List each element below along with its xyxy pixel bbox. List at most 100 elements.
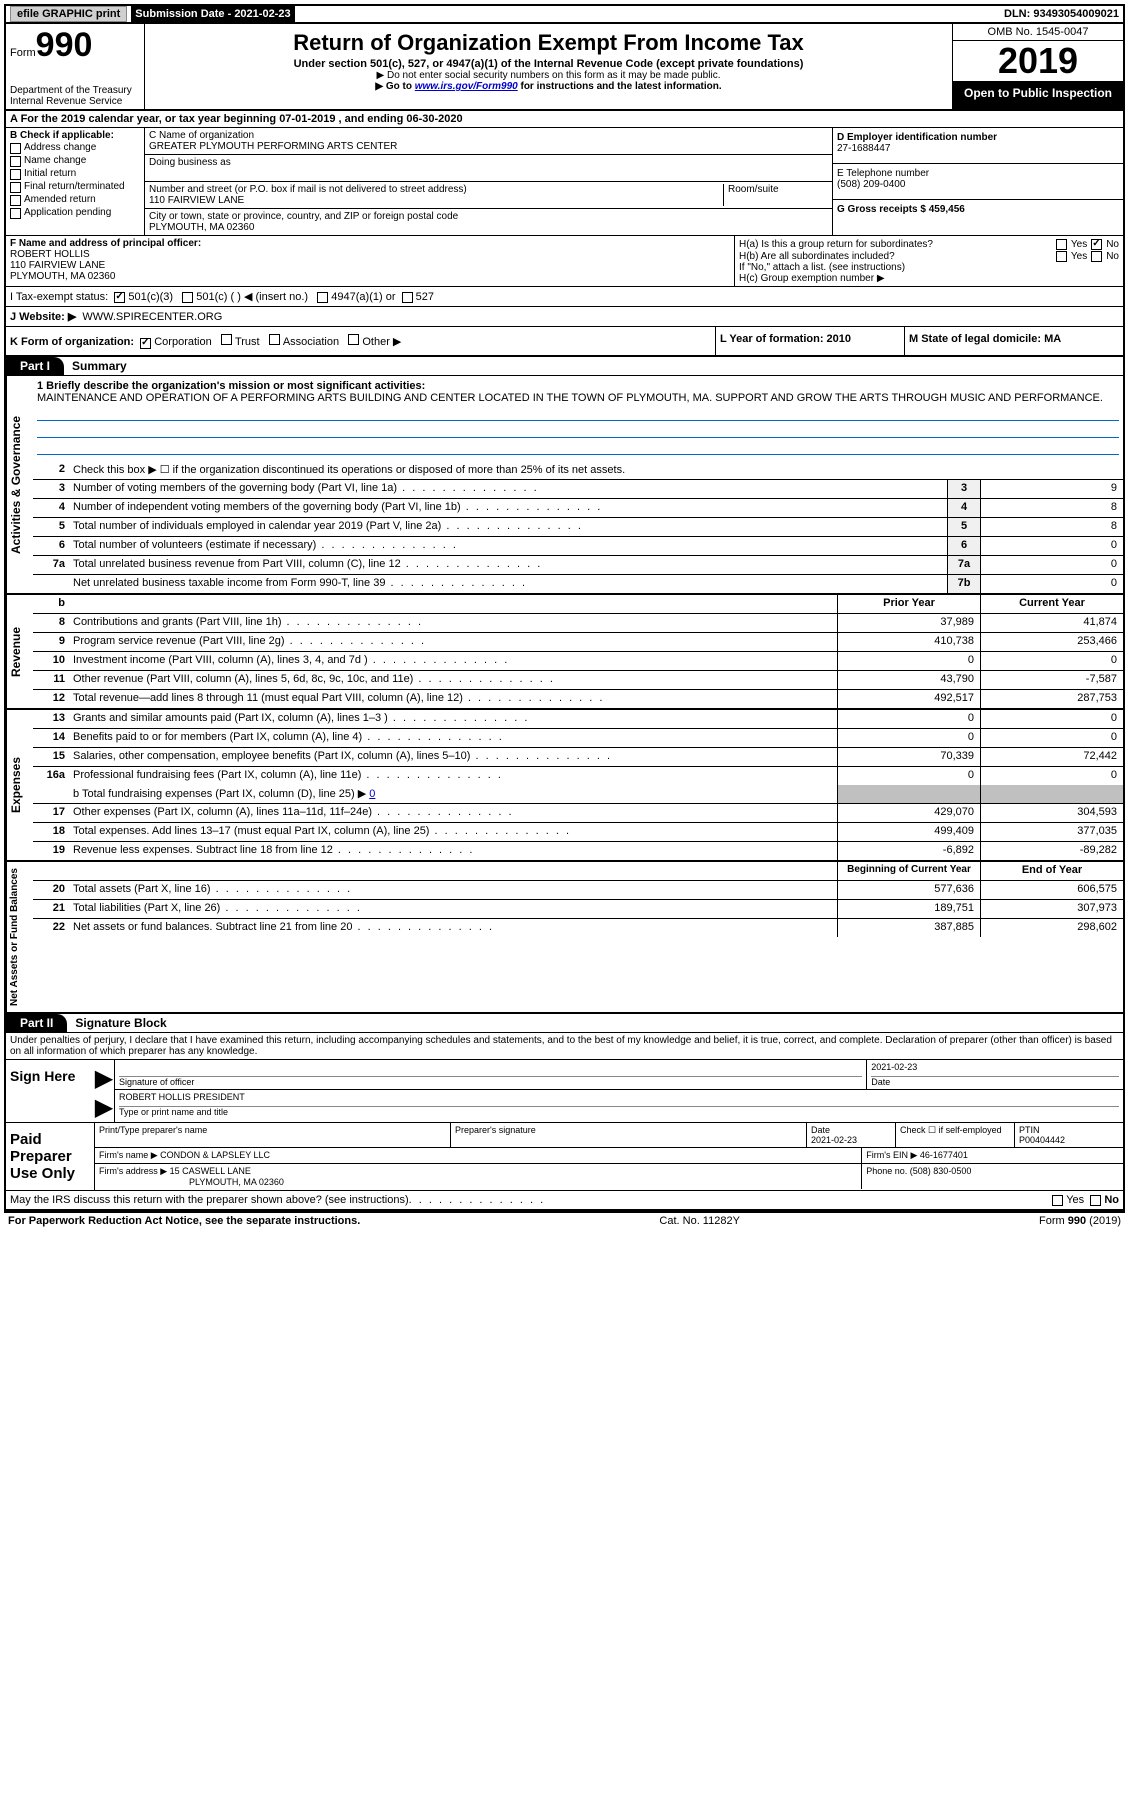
section-klm: K Form of organization: Corporation Trus… xyxy=(6,327,1123,357)
b-init: Initial return xyxy=(24,168,76,179)
row-num: 19 xyxy=(33,842,69,860)
irs-link[interactable]: www.irs.gov/Form990 xyxy=(415,81,518,92)
k-cell: K Form of organization: Corporation Trus… xyxy=(6,327,716,355)
efile-button[interactable]: efile GRAPHIC print xyxy=(10,6,127,22)
row-num: 3 xyxy=(33,480,69,498)
end-header: End of Year xyxy=(980,862,1123,880)
row-current: -7,587 xyxy=(980,671,1123,689)
k-trust-checkbox[interactable] xyxy=(221,334,232,345)
sig-date-label: Date xyxy=(871,1077,1119,1087)
firm-addr-label: Firm's address ▶ xyxy=(99,1166,167,1176)
sign-arrow-icon: ▶▶ xyxy=(94,1060,114,1122)
checkbox-address[interactable] xyxy=(10,143,21,154)
firm-name-label: Firm's name ▶ xyxy=(99,1150,158,1160)
row-val: 8 xyxy=(980,499,1123,517)
b-app: Application pending xyxy=(24,207,111,218)
ha-no-checkbox[interactable] xyxy=(1091,239,1102,250)
hb-no-checkbox[interactable] xyxy=(1091,251,1102,262)
k-corp-checkbox[interactable] xyxy=(140,338,151,349)
hb-yes: Yes xyxy=(1071,251,1087,262)
k-other-checkbox[interactable] xyxy=(348,334,359,345)
irs-label: Internal Revenue Service xyxy=(10,96,140,107)
l-cell: L Year of formation: 2010 xyxy=(716,327,905,355)
side-net: Net Assets or Fund Balances xyxy=(6,862,33,1012)
sig-officer-label: Signature of officer xyxy=(119,1077,862,1087)
row-prior: 189,751 xyxy=(837,900,980,918)
footer-row: For Paperwork Reduction Act Notice, see … xyxy=(4,1213,1125,1229)
row-current: 253,466 xyxy=(980,633,1123,651)
discuss-text: May the IRS discuss this return with the… xyxy=(10,1194,409,1206)
org-city: PLYMOUTH, MA 02360 xyxy=(149,222,828,233)
mission-text: MAINTENANCE AND OPERATION OF A PERFORMIN… xyxy=(37,392,1119,404)
expenses-table: Expenses 13 Grants and similar amounts p… xyxy=(6,710,1123,862)
prep-sig-label: Preparer's signature xyxy=(451,1123,807,1147)
row-desc: Contributions and grants (Part VIII, lin… xyxy=(69,614,837,632)
firm-ein: Firm's EIN ▶ 46-1677401 xyxy=(862,1148,1123,1163)
part1-title: Summary xyxy=(64,357,135,375)
row-desc: Total expenses. Add lines 13–17 (must eq… xyxy=(69,823,837,841)
ha-no: No xyxy=(1106,239,1119,250)
net-assets-table: Net Assets or Fund Balances Beginning of… xyxy=(6,862,1123,1014)
row-prior: 70,339 xyxy=(837,748,980,766)
i-4947-checkbox[interactable] xyxy=(317,292,328,303)
paid-preparer-section: Paid Preparer Use Only Print/Type prepar… xyxy=(6,1123,1123,1191)
row-desc: Professional fundraising fees (Part IX, … xyxy=(69,767,837,785)
prep-date-label: Date xyxy=(811,1125,830,1135)
prep-name-label: Print/Type preparer's name xyxy=(95,1123,451,1147)
form-prefix: Form xyxy=(10,47,36,59)
part2-header: Part II Signature Block xyxy=(6,1014,1123,1033)
g-label: G Gross receipts $ 459,456 xyxy=(837,204,1119,215)
checkbox-amended[interactable] xyxy=(10,195,21,206)
row-prior: 492,517 xyxy=(837,690,980,708)
checkbox-initial[interactable] xyxy=(10,169,21,180)
i-label: I Tax-exempt status: xyxy=(10,291,108,303)
ein-value: 27-1688447 xyxy=(837,143,1119,154)
checkbox-pending[interactable] xyxy=(10,208,21,219)
ha-yes: Yes xyxy=(1071,239,1087,250)
row-num: 20 xyxy=(33,881,69,899)
i-501c-checkbox[interactable] xyxy=(182,292,193,303)
row-prior: 577,636 xyxy=(837,881,980,899)
i-a1: 4947(a)(1) or xyxy=(331,291,395,303)
row-num: 22 xyxy=(33,919,69,937)
discuss-yes-checkbox[interactable] xyxy=(1052,1195,1063,1206)
row-prior: 37,989 xyxy=(837,614,980,632)
row-prior: 429,070 xyxy=(837,804,980,822)
j-label: J Website: ▶ xyxy=(10,310,76,323)
i-527-checkbox[interactable] xyxy=(402,292,413,303)
hb-yes-checkbox[interactable] xyxy=(1056,251,1067,262)
k-trust: Trust xyxy=(235,336,260,348)
firm-phone: Phone no. (508) 830-0500 xyxy=(862,1164,1123,1189)
row-desc: Total liabilities (Part X, line 26) xyxy=(69,900,837,918)
officer-addr2: PLYMOUTH, MA 02360 xyxy=(10,271,730,282)
ptin-label: PTIN xyxy=(1019,1125,1040,1135)
e-label: E Telephone number xyxy=(837,168,1119,179)
submission-date: Submission Date - 2021-02-23 xyxy=(131,6,294,22)
row-desc: Revenue less expenses. Subtract line 18 … xyxy=(69,842,837,860)
row-num: 12 xyxy=(33,690,69,708)
section-b: B Check if applicable: Address change Na… xyxy=(6,128,1123,236)
ha-yes-checkbox[interactable] xyxy=(1056,239,1067,250)
i-501c3-checkbox[interactable] xyxy=(114,292,125,303)
f-label: F Name and address of principal officer: xyxy=(10,238,730,249)
checkbox-name[interactable] xyxy=(10,156,21,167)
row-current: 287,753 xyxy=(980,690,1123,708)
shaded-cell-2 xyxy=(980,785,1123,803)
website-value: WWW.SPIRECENTER.ORG xyxy=(82,311,222,323)
row-desc: Other revenue (Part VIII, column (A), li… xyxy=(69,671,837,689)
header-right: OMB No. 1545-0047 2019 Open to Public In… xyxy=(952,24,1123,109)
activities-table: Activities & Governance 1 Briefly descri… xyxy=(6,376,1123,595)
row-desc: Total assets (Part X, line 16) xyxy=(69,881,837,899)
row-2-num: 2 xyxy=(33,461,69,479)
row-num: 6 xyxy=(33,537,69,555)
discuss-no-checkbox[interactable] xyxy=(1090,1195,1101,1206)
beginning-header: Beginning of Current Year xyxy=(837,862,980,880)
fund-b-label: b Total fundraising expenses (Part IX, c… xyxy=(73,788,366,800)
checkbox-final[interactable] xyxy=(10,182,21,193)
row-val: 9 xyxy=(980,480,1123,498)
k-assoc: Association xyxy=(283,336,339,348)
row-num: 7a xyxy=(33,556,69,574)
instruction-2: ▶ Go to www.irs.gov/Form990 for instruct… xyxy=(149,81,948,92)
k-assoc-checkbox[interactable] xyxy=(269,334,280,345)
q2-text: Check this box ▶ ☐ if the organization d… xyxy=(69,461,1123,479)
